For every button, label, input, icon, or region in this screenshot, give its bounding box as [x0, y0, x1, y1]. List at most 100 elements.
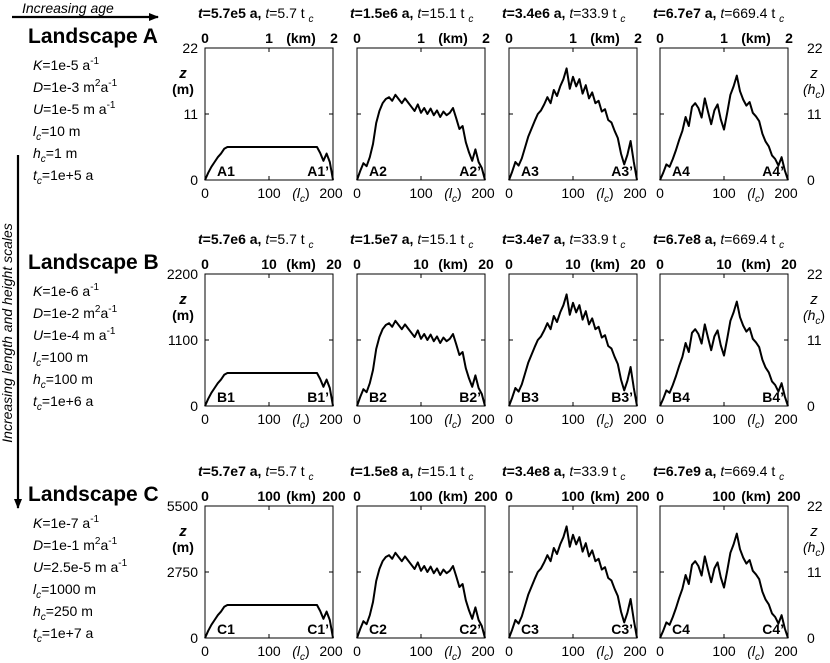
km-tick-label: 100: [409, 488, 433, 504]
x-axis-label: (lc): [444, 411, 461, 431]
parameter-D: D=1e-3 m2a-1: [33, 78, 118, 95]
elevation-profile-line: [356, 319, 486, 407]
elevation-profile-line: [356, 93, 486, 181]
parameter-D: D=1e-2 m2a-1: [33, 304, 118, 321]
km-tick-label: 100: [257, 488, 281, 504]
panel-time-header: t=1.5e7 a, t=15.1 t c: [350, 231, 473, 251]
elevation-profile-line: [508, 525, 638, 639]
section-start-label: A4: [672, 163, 690, 179]
panel-time-header: t=6.7e9 a, t=669.4 t c: [653, 463, 784, 483]
profile-panel: t=6.7e7 a, t=669.4 t c 0 1 (km) 2 A4 A4’ 0 100 (l…: [653, 5, 798, 205]
x-axis-label: (lc): [596, 185, 613, 205]
profile-panel: t=5.7e5 a, t=5.7 t c 0 1 (km) 2 A1 A1’ 0 100 (lc)…: [198, 5, 343, 205]
km-tick-label: 10: [261, 256, 277, 272]
parameter-tc: tc=1e+7 a: [33, 625, 93, 645]
km-tick-label: 0: [505, 488, 513, 504]
panel-time-header: t=5.7e6 a, t=5.7 t c: [198, 231, 314, 251]
km-tick-label: 10: [565, 256, 581, 272]
profile-panel: t=5.7e7 a, t=5.7 t c 0 100 (km) 200 C1 C1’ 0 100…: [198, 463, 346, 663]
parameter-tc: tc=1e+6 a: [33, 393, 93, 413]
elevation-profile-line: [508, 67, 638, 181]
section-start-label: B3: [521, 389, 539, 405]
x-tick-label: 100: [409, 643, 433, 659]
km-tick-label: 100: [561, 488, 585, 504]
x-tick-label: 0: [201, 185, 209, 201]
elevation-profile-line: [659, 74, 789, 181]
x-tick-label: 100: [257, 185, 281, 201]
panel-frame: [659, 47, 789, 181]
elevation-profile-line: [204, 372, 334, 407]
increasing-scale-arrow: Increasing length and height scales: [0, 155, 22, 509]
section-end-label: A4’: [762, 163, 784, 179]
panel-frame: [204, 47, 334, 181]
panel-time-header: t=3.4e6 a, t=33.9 t c: [502, 5, 625, 25]
z-tick-label: 0: [190, 398, 198, 414]
km-tick-label: 20: [781, 256, 797, 272]
z-axis-label: z: [178, 291, 187, 308]
section-end-label: C4’: [762, 621, 784, 637]
hc-axis-label: z: [809, 523, 818, 540]
x-axis-label: (lc): [747, 185, 764, 205]
section-end-label: A3’: [611, 163, 633, 179]
km-axis-label: (km): [286, 256, 316, 272]
x-tick-label: 200: [471, 411, 495, 427]
profile-panel: t=3.4e6 a, t=33.9 t c 0 1 (km) 2 A3 A3’ 0 100 (lc…: [502, 5, 647, 205]
section-start-label: B2: [369, 389, 387, 405]
x-tick-label: 100: [712, 643, 736, 659]
panel-time-header: t=5.7e5 a, t=5.7 t c: [198, 5, 314, 25]
panel-time-header: t=1.5e6 a, t=15.1 t c: [350, 5, 473, 25]
panel-frame: [356, 505, 486, 639]
parameter-lc: lc=10 m: [33, 123, 80, 143]
km-tick-label: 20: [478, 256, 494, 272]
x-axis-label: (lc): [292, 185, 309, 205]
km-tick-label: 0: [353, 488, 361, 504]
km-tick-label: 200: [474, 488, 498, 504]
elevation-profile-line: [204, 146, 334, 181]
section-start-label: A1: [217, 163, 235, 179]
parameter-U: U=1e-4 m a-1: [33, 326, 116, 343]
x-tick-label: 0: [656, 185, 664, 201]
hc-tick-label: 22: [807, 498, 823, 514]
x-axis-label: (lc): [747, 411, 764, 431]
section-start-label: A3: [521, 163, 539, 179]
z-tick-label: 11: [183, 106, 198, 122]
hc-axis-label: z: [809, 291, 818, 308]
x-tick-label: 200: [319, 185, 343, 201]
section-end-label: C1’: [307, 621, 329, 637]
x-tick-label: 0: [201, 643, 209, 659]
profile-panel: t=1.5e8 a, t=15.1 t c 0 100 (km) 200 C2 C2’ 0 10…: [350, 463, 498, 663]
x-tick-label: 100: [712, 185, 736, 201]
km-tick-label: 1: [720, 30, 728, 46]
parameter-K: K=1e-6 a-1: [33, 282, 100, 299]
km-tick-label: 200: [322, 488, 346, 504]
x-tick-label: 0: [201, 411, 209, 427]
x-tick-label: 200: [623, 185, 647, 201]
km-tick-label: 20: [326, 256, 342, 272]
landscape-title: Landscape A: [28, 25, 158, 48]
km-tick-label: 2: [785, 30, 793, 46]
km-tick-label: 1: [265, 30, 273, 46]
x-tick-label: 200: [471, 643, 495, 659]
km-tick-label: 0: [353, 256, 361, 272]
km-axis-label: (km): [590, 30, 620, 46]
increasing-age-arrow: Increasing age: [12, 0, 159, 21]
landscape-rows: Landscape A K=1e-5 a-1 D=1e-3 m2a-1 U=1e-5 …: [28, 5, 825, 663]
elevation-profile-line: [204, 604, 334, 639]
x-axis-label: (lc): [444, 643, 461, 663]
km-axis-label: (km): [741, 256, 771, 272]
landscape-row-3: Landscape C K=1e-7 a-1 D=1e-1 m2a-1 U=2.5e-…: [28, 463, 825, 663]
panel-frame: [204, 273, 334, 407]
hc-tick-label: 22: [807, 40, 823, 56]
x-tick-label: 200: [319, 411, 343, 427]
panel-frame: [508, 505, 638, 639]
section-start-label: A2: [369, 163, 387, 179]
panel-time-header: t=6.7e8 a, t=669.4 t c: [653, 231, 784, 251]
x-tick-label: 100: [561, 411, 585, 427]
km-axis-label: (km): [590, 256, 620, 272]
z-tick-label: 22: [182, 40, 198, 56]
panel-time-header: t=5.7e7 a, t=5.7 t c: [198, 463, 314, 483]
km-tick-label: 0: [201, 30, 209, 46]
panel-frame: [356, 273, 486, 407]
km-tick-label: 0: [201, 488, 209, 504]
x-tick-label: 0: [656, 643, 664, 659]
